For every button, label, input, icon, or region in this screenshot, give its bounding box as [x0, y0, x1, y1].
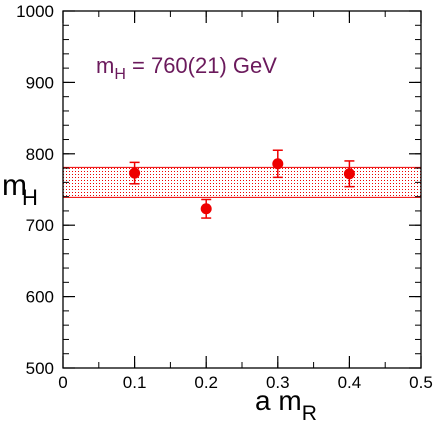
x-tick-label: 0.5: [409, 373, 433, 392]
x-tick-label: 0.4: [338, 373, 362, 392]
y-axis-label-subscript: H: [22, 185, 38, 210]
chart-annotation: mH = 760(21) GeV: [96, 53, 277, 83]
x-axis-label: a mR: [255, 385, 317, 424]
y-axis-label-main: m: [2, 169, 27, 202]
annotation-subscript: H: [114, 66, 126, 83]
error-band: [63, 166, 421, 198]
y-tick-labels: 500 600 700 800 900 1000: [16, 2, 54, 378]
y-tick-label: 1000: [16, 2, 54, 21]
data-points: [129, 149, 355, 219]
x-axis-label-main: a m: [255, 385, 302, 416]
error-band-fill: [63, 167, 421, 198]
annotation-main: m: [96, 53, 114, 78]
data-point: [129, 167, 141, 179]
y-tick-label: 700: [26, 216, 54, 235]
x-tick-label: 0.3: [266, 373, 290, 392]
x-tick-label: 0: [58, 373, 67, 392]
y-tick-label: 600: [26, 288, 54, 307]
annotation-value: = 760(21) GeV: [126, 53, 277, 78]
y-tick-label: 800: [26, 145, 54, 164]
data-point: [343, 168, 355, 180]
data-point: [200, 203, 212, 215]
x-tick-label: 0.2: [194, 373, 218, 392]
y-axis-label: mH: [2, 169, 38, 210]
data-point: [272, 158, 284, 170]
x-axis-label-subscript: R: [302, 402, 317, 424]
plot-frame: [62, 10, 422, 369]
x-tick-labels: 0 0.1 0.2 0.3 0.4 0.5: [58, 373, 433, 392]
y-tick-label: 900: [26, 73, 54, 92]
x-tick-label: 0.1: [123, 373, 147, 392]
y-tick-label: 500: [26, 359, 54, 378]
